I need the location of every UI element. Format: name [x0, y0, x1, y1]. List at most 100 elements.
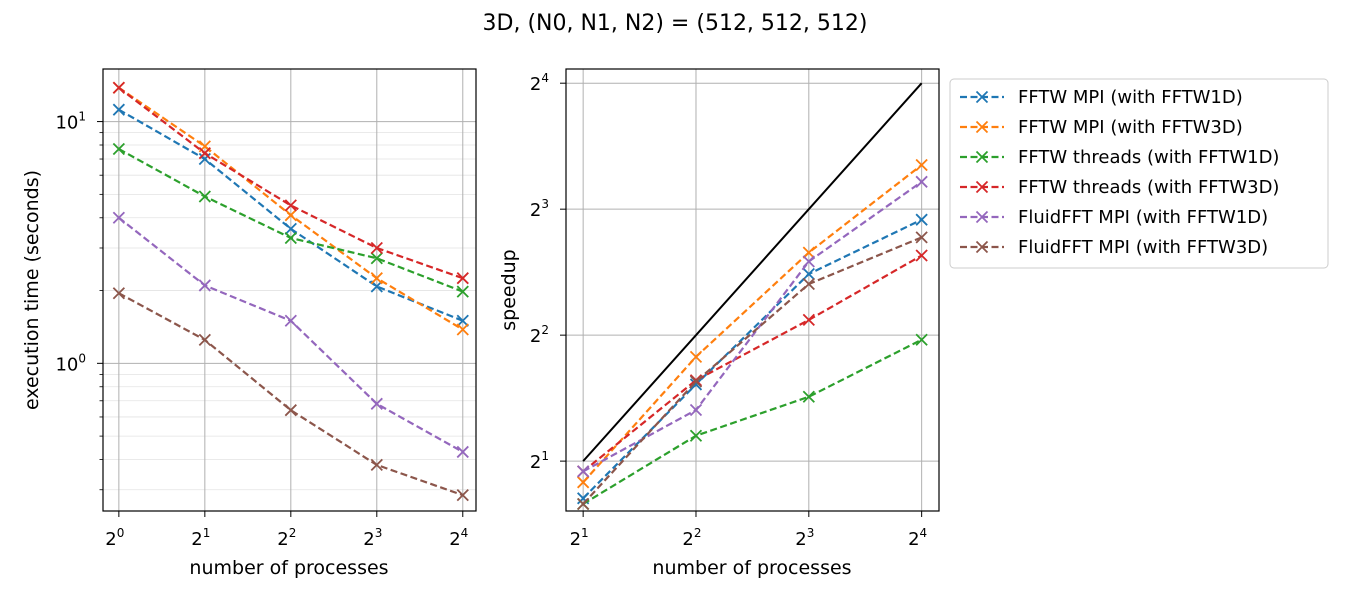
speedup-chart: 21 22 23 24 21 22 23 24 number of processes spe… [498, 68, 940, 579]
legend: FFTW MPI (with FFTW1D) FFTW MPI (with FFT… [949, 78, 1329, 269]
legend-marker [975, 150, 989, 164]
legend-entry: FluidFFT MPI (with FFTW3D) [960, 237, 1268, 258]
legend-label: FFTW MPI (with FFTW3D) [1018, 117, 1243, 138]
legend-marker [975, 240, 989, 254]
data-point [112, 81, 125, 94]
data-point [802, 390, 815, 403]
data-point [112, 287, 125, 300]
data-point [370, 241, 383, 255]
data-point [112, 103, 125, 116]
series-4 [112, 81, 469, 285]
data-point [456, 488, 469, 502]
legend-label: FFTW threads (with FFTW3D) [1018, 177, 1279, 198]
x-axis-label: number of processes [652, 557, 851, 579]
legend-label: FluidFFT MPI (with FFTW3D) [1018, 237, 1268, 258]
data-point [112, 142, 125, 156]
data-point [456, 445, 469, 459]
data-point [456, 314, 469, 327]
legend-entry: FFTW threads (with FFTW1D) [960, 147, 1279, 168]
data-point [689, 378, 703, 391]
data-point [577, 465, 590, 478]
legend-box [949, 78, 1329, 269]
x-tick-label: 22 [277, 526, 296, 550]
data-point [284, 404, 297, 417]
data-point [915, 175, 928, 188]
legend-entry: FFTW threads (with FFTW3D) [960, 177, 1279, 198]
series-line [582, 236, 923, 505]
legend-label: FFTW threads (with FFTW1D) [1018, 147, 1279, 168]
legend-marker [975, 180, 989, 194]
data-point [689, 350, 703, 363]
data-point [456, 285, 469, 298]
data-point [370, 272, 383, 285]
data-point [802, 255, 815, 268]
ideal-speedup-line [582, 82, 923, 462]
series-1 [577, 213, 928, 505]
series-3 [577, 333, 928, 511]
execution-time-chart: 20 21 22 23 24 100 101 number of processes exe… [21, 68, 477, 579]
x-tick-label: 24 [449, 526, 468, 550]
series-4 [577, 249, 928, 478]
series-5 [112, 211, 469, 459]
series-line [582, 164, 923, 484]
series-line [582, 180, 923, 473]
plot-frame [102, 68, 477, 512]
data-point [198, 190, 211, 203]
x-tick-label: 22 [682, 526, 701, 550]
legend-entry: FFTW MPI (with FFTW1D) [960, 87, 1243, 108]
x-tick-label: 21 [191, 526, 210, 550]
data-point [915, 213, 928, 226]
y-axis-label: speedup [498, 249, 520, 331]
data-point [915, 231, 928, 244]
series-line [582, 338, 923, 505]
data-point [915, 158, 928, 172]
data-point [689, 403, 703, 417]
series-6 [112, 287, 469, 502]
x-tick-label: 23 [363, 526, 382, 550]
series-6 [577, 231, 928, 511]
series-5 [577, 175, 928, 478]
data-point [577, 497, 590, 511]
legend-entry: FFTW MPI (with FFTW3D) [960, 117, 1243, 138]
data-point [802, 277, 815, 291]
legend-entry: FluidFFT MPI (with FFTW1D) [960, 207, 1268, 228]
data-point [915, 333, 928, 346]
data-point [802, 313, 815, 327]
series-line [582, 254, 923, 473]
data-point [112, 211, 125, 224]
x-axis-label: number of processes [189, 557, 388, 579]
data-point [198, 333, 211, 347]
data-point [284, 231, 297, 245]
series-line [582, 218, 923, 500]
y-tick-label: 23 [530, 197, 549, 221]
x-tick-label: 20 [105, 526, 124, 550]
x-tick-label: 21 [570, 526, 589, 550]
y-tick-label: 101 [55, 110, 86, 134]
data-point [284, 199, 297, 212]
y-tick-label: 24 [530, 71, 549, 95]
data-point [689, 429, 703, 442]
data-point [577, 476, 590, 489]
data-point [915, 249, 928, 262]
data-point [370, 397, 383, 410]
data-point [198, 152, 211, 166]
data-point [802, 267, 815, 281]
y-axis-label: execution time (seconds) [21, 170, 43, 410]
data-point [456, 323, 469, 336]
data-point [370, 252, 383, 265]
legend-label: FluidFFT MPI (with FFTW1D) [1018, 207, 1268, 228]
legend-marker [975, 210, 989, 224]
data-point [284, 314, 297, 327]
data-point [370, 458, 383, 472]
y-tick-label: 22 [530, 323, 549, 347]
data-point [802, 246, 815, 259]
x-tick-label: 24 [908, 526, 927, 550]
series-line [118, 108, 464, 322]
data-point [284, 222, 297, 235]
legend-marker [975, 120, 989, 134]
y-tick-label: 100 [55, 351, 86, 375]
series-line [118, 292, 464, 497]
data-point [689, 375, 703, 388]
data-point [198, 279, 211, 292]
